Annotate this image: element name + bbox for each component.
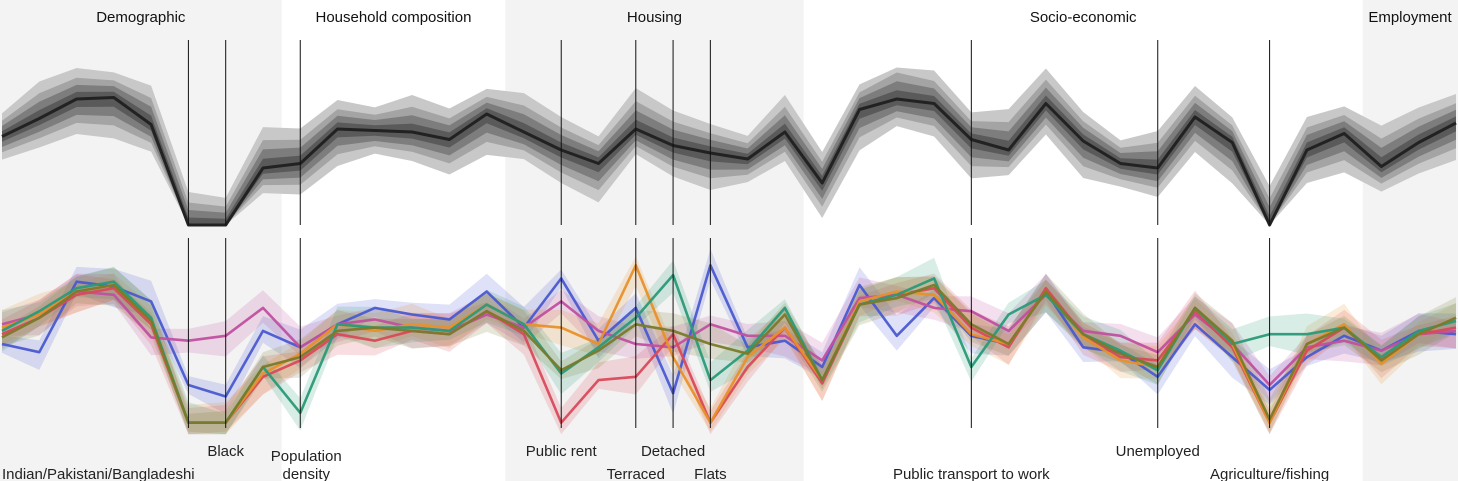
variable-label: Public transport to work	[893, 466, 1050, 481]
bottom-series-line-5	[1, 283, 1457, 425]
bottom-band-0	[2, 248, 1456, 415]
variable-label: Unemployed	[1116, 443, 1200, 460]
top-panel	[1, 67, 1457, 227]
top-median-line	[1, 96, 1457, 227]
variable-label: Terraced	[607, 466, 665, 481]
variable-label: Public rent	[526, 443, 598, 460]
variable-label: Black	[207, 443, 244, 460]
group-title: Demographic	[96, 9, 186, 26]
variable-label: Population	[271, 448, 342, 465]
bottom-band-5	[2, 267, 1456, 435]
variable-label: Agriculture/fishing	[1210, 466, 1329, 481]
top-band-0	[2, 90, 1456, 225]
group-title: Housing	[627, 9, 682, 26]
variable-labels: Indian/Pakistani/Bangladeshi Black Populat…	[2, 443, 1329, 481]
variable-label: Indian/Pakistani/Bangladeshi	[2, 466, 195, 481]
variable-label: Detached	[641, 443, 705, 460]
group-title: Employment	[1368, 9, 1452, 26]
group-band-2	[505, 0, 804, 481]
group-band-4	[1362, 0, 1458, 481]
group-titles: Demographic Household composition Housing S…	[96, 9, 1452, 26]
highlighted-variable-lines	[187, 40, 1271, 428]
variable-label: Flats	[694, 466, 727, 481]
bottom-panel	[1, 248, 1457, 435]
bottom-band-1	[2, 273, 1456, 403]
bottom-series-line-0	[1, 263, 1457, 398]
group-title: Household composition	[315, 9, 471, 26]
group-title: Socio-economic	[1030, 9, 1137, 26]
variable-label: density	[282, 466, 330, 481]
